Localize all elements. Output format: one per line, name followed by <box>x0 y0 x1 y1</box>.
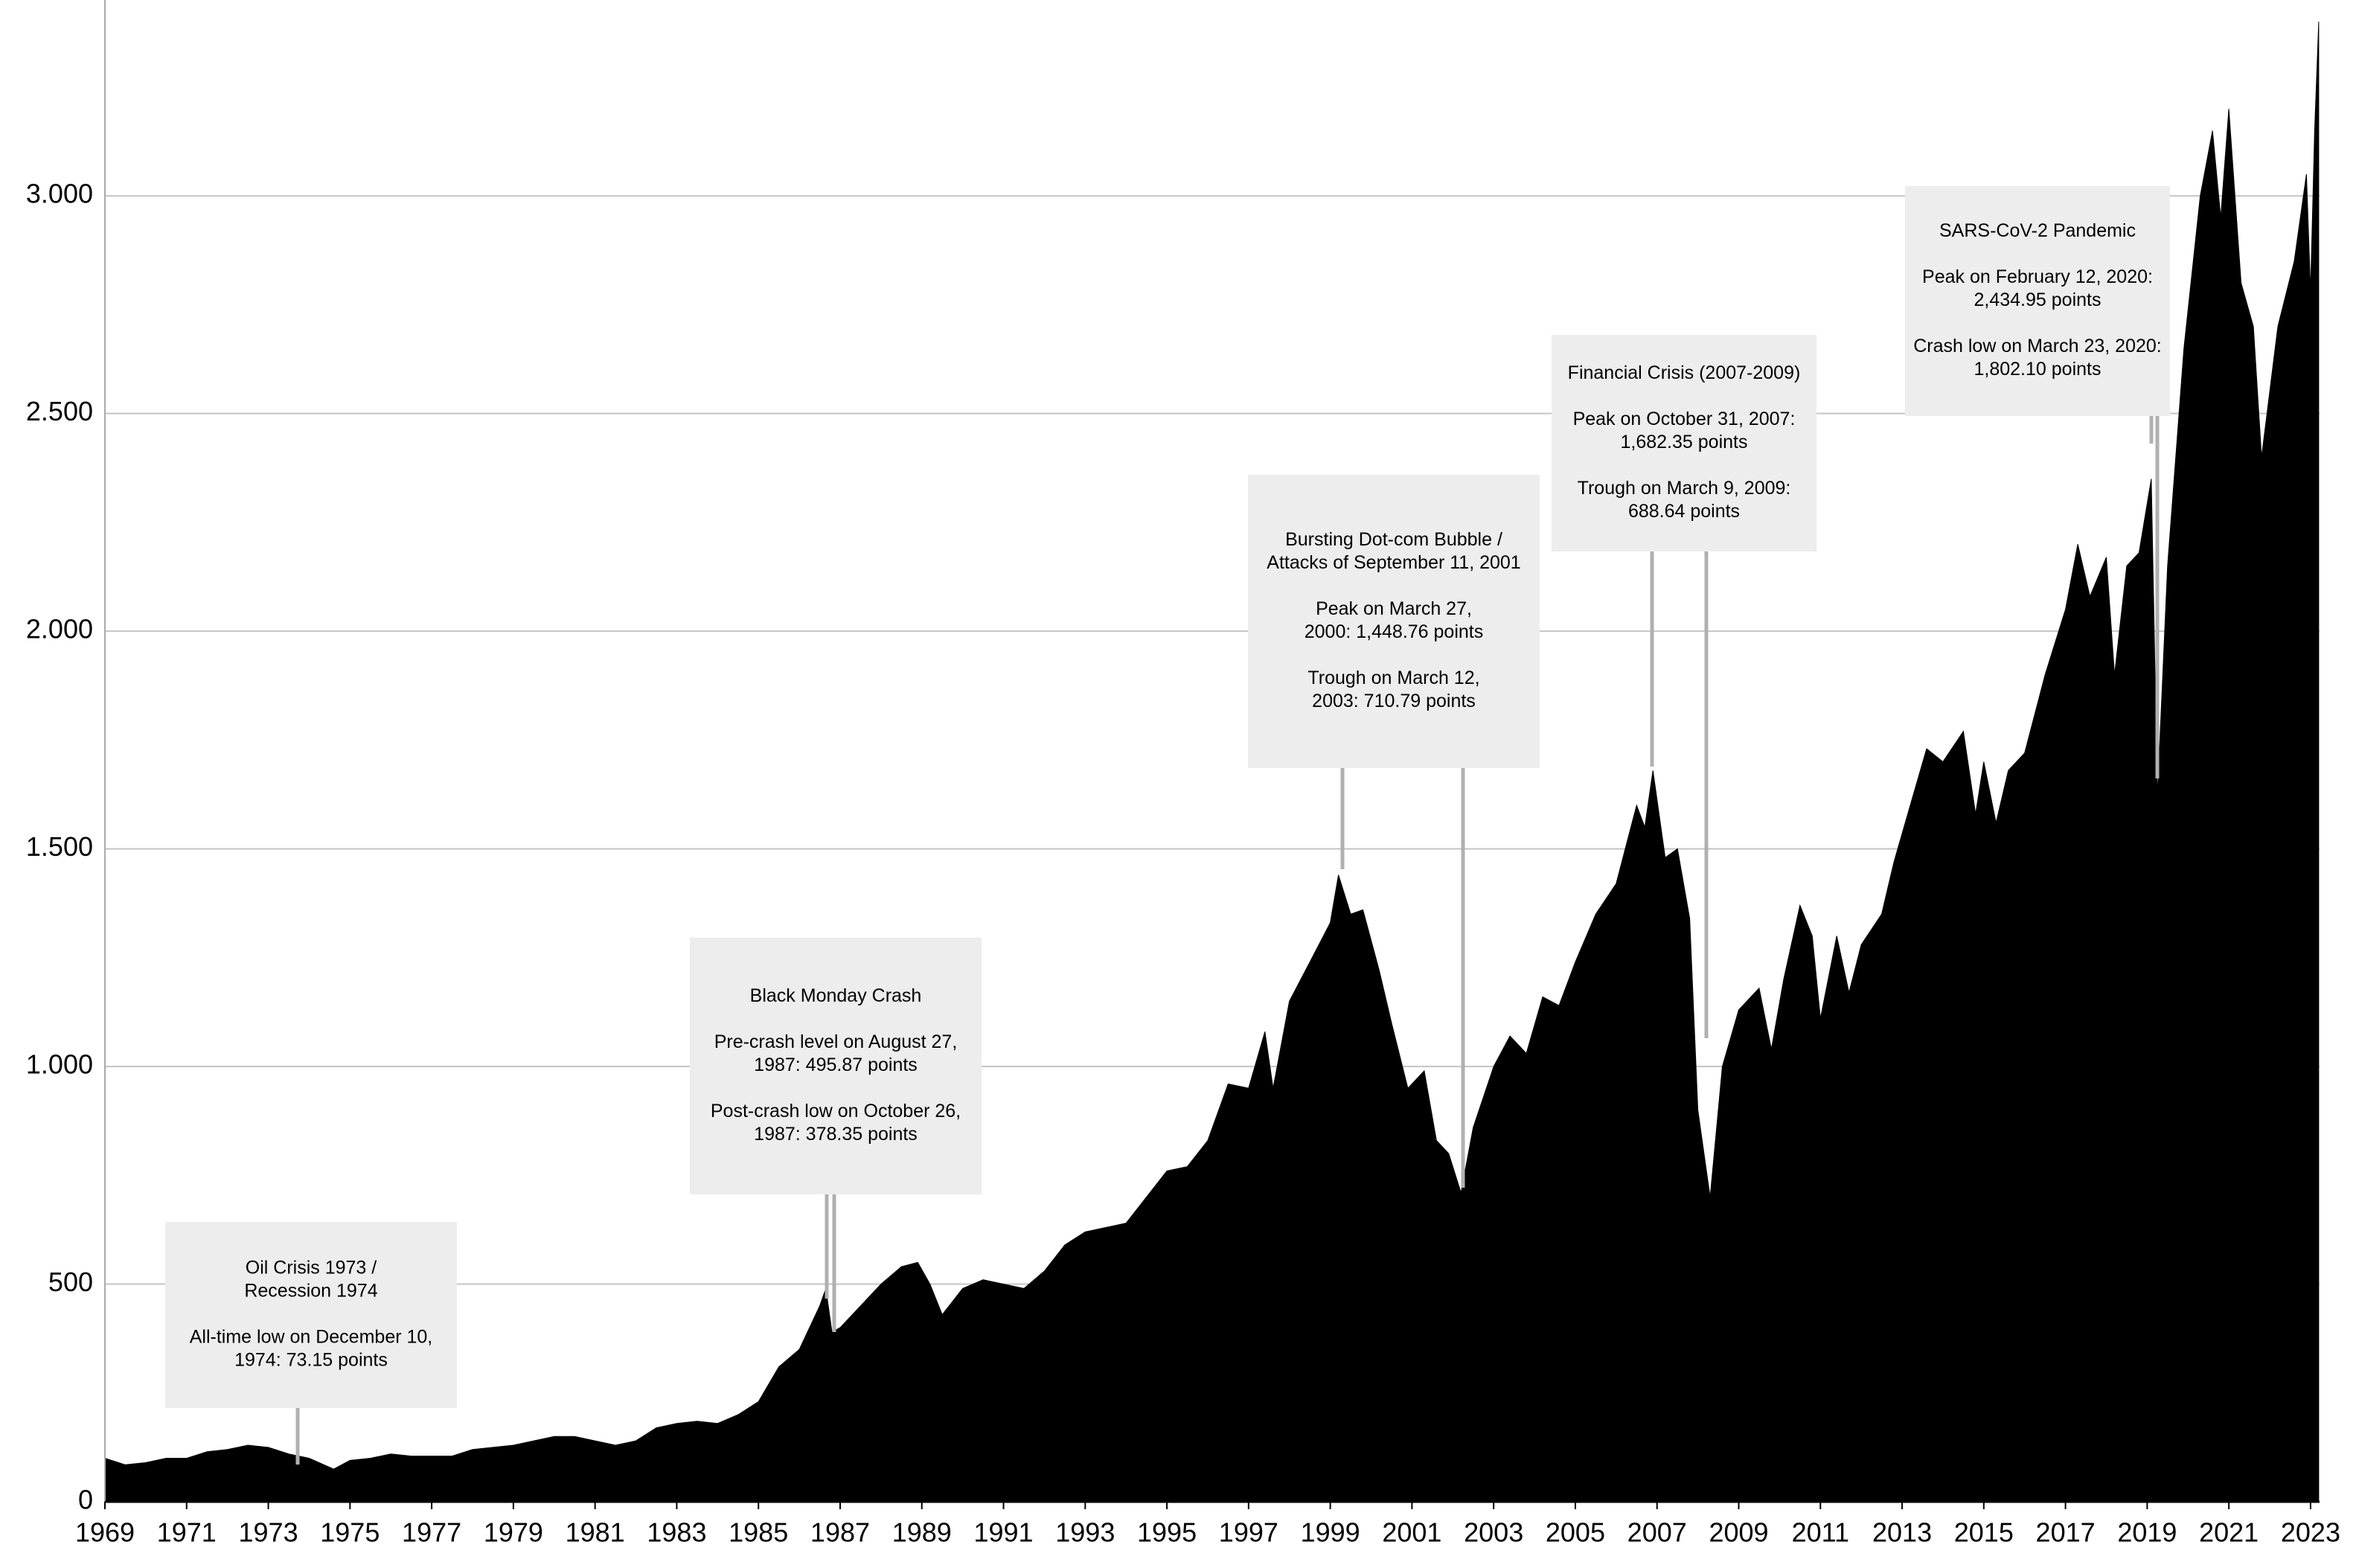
y-tick-label: 2.000 <box>26 614 93 644</box>
annotation-box <box>165 1222 457 1408</box>
annotation-text: Pre-crash level on August 27, <box>714 1031 958 1052</box>
x-tick-label: 2011 <box>1792 1517 1849 1548</box>
annotation-text: 2003: 710.79 points <box>1312 691 1476 711</box>
x-tick-label: 1985 <box>729 1517 788 1548</box>
annotation-text: 688.64 points <box>1628 501 1740 522</box>
x-tick-label: 2023 <box>2281 1517 2340 1548</box>
y-tick-label: 1.000 <box>26 1049 93 1080</box>
y-tick-label: 0 <box>78 1485 93 1515</box>
area <box>104 22 2320 1503</box>
x-tick-label: 2001 <box>1382 1517 1441 1548</box>
x-tick-label: 2017 <box>2036 1517 2096 1548</box>
annotation-text: 1,682.35 points <box>1621 432 1748 452</box>
x-tick-label: 2013 <box>1872 1517 1932 1548</box>
x-tick-label: 2015 <box>1954 1517 2014 1548</box>
annotation-text: 1987: 378.35 points <box>754 1124 918 1145</box>
annotation-text: 2,434.95 points <box>1974 289 2101 310</box>
x-tick-label: 1973 <box>239 1517 298 1548</box>
annotation-text: Peak on October 31, 2007: <box>1573 409 1796 429</box>
x-tick-label: 1981 <box>566 1517 625 1548</box>
y-tick-label: 2.500 <box>26 396 93 426</box>
x-tick-label: 1977 <box>402 1517 461 1548</box>
annotation-box <box>690 938 982 1194</box>
annotation-box <box>1905 186 2170 416</box>
x-tick-label: 1983 <box>647 1517 706 1548</box>
annotation-text: All-time low on December 10, <box>190 1327 433 1348</box>
annotation-box <box>1248 475 1540 768</box>
x-tick-label: 2019 <box>2117 1517 2177 1548</box>
x-tick-label: 1995 <box>1137 1517 1197 1548</box>
x-tick-label: 1975 <box>320 1517 380 1548</box>
x-tick-label: 2009 <box>1709 1517 1768 1548</box>
annotation-text: Trough on March 12, <box>1307 668 1479 688</box>
x-tick-label: 1979 <box>484 1517 543 1548</box>
x-tick-label: 1989 <box>892 1517 952 1548</box>
annotation-text: Recession 1974 <box>244 1281 377 1302</box>
annotation-text: Bursting Dot-com Bubble / <box>1285 529 1502 550</box>
x-tick-label: 2021 <box>2199 1517 2259 1548</box>
x-tick-label: 1999 <box>1301 1517 1360 1548</box>
x-tick-label: 2005 <box>1546 1517 1605 1548</box>
x-tick-label: 1993 <box>1055 1517 1115 1548</box>
annotation-text: Black Monday Crash <box>750 985 922 1006</box>
x-tick-label: 1987 <box>810 1517 870 1548</box>
annotation-text: 1,802.10 points <box>1974 359 2101 380</box>
annotation-text: 2000: 1,448.76 points <box>1305 621 1483 642</box>
annotation-text: Peak on February 12, 2020: <box>1922 266 2153 287</box>
annotation-text: Oil Crisis 1973 / <box>246 1258 377 1279</box>
annotation-text: Financial Crisis (2007-2009) <box>1568 362 1801 383</box>
annotation-box <box>1552 335 1816 551</box>
annotation-text: 1974: 73.15 points <box>234 1350 388 1371</box>
y-tick-label: 1.500 <box>26 831 93 862</box>
annotation-text: 1987: 495.87 points <box>754 1055 918 1075</box>
annotation-text: SARS-CoV-2 Pandemic <box>1939 220 2136 241</box>
y-tick-label: 500 <box>48 1267 93 1297</box>
annotation-text: Attacks of September 11, 2001 <box>1267 552 1520 573</box>
y-tick-label: 3.000 <box>26 179 93 209</box>
x-tick-label: 1971 <box>157 1517 217 1548</box>
x-tick-label: 2003 <box>1464 1517 1523 1548</box>
annotation-text: Peak on March 27, <box>1316 598 1472 619</box>
x-tick-label: 2007 <box>1627 1517 1687 1548</box>
x-tick-label: 1991 <box>973 1517 1033 1548</box>
annotation-text: Post-crash low on October 26, <box>711 1101 961 1121</box>
annotation-text: Trough on March 9, 2009: <box>1578 478 1791 499</box>
annotation-text: Crash low on March 23, 2020: <box>1913 336 2162 356</box>
x-tick-label: 1969 <box>75 1517 135 1548</box>
x-tick-label: 1997 <box>1219 1517 1278 1548</box>
